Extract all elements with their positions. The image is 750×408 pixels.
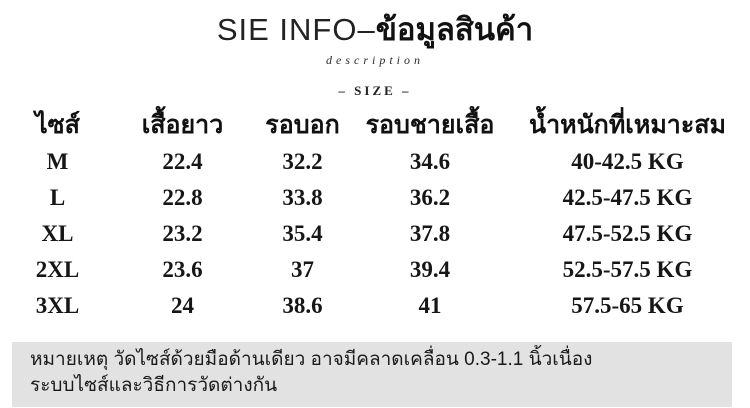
table-cell-chest: 38.6 [282, 293, 323, 318]
note-line-2: ระบบไซส์และวิธีการวัดต่างกัน [30, 375, 278, 396]
table-cell-weight: 47.5-52.5 KG [562, 221, 693, 246]
table-cell-chest: 33.8 [282, 185, 323, 210]
description-subtitle: description [326, 53, 424, 67]
column-header-hem: รอบชายเสื้อ [365, 111, 495, 139]
table-cell-length: 24 [171, 293, 194, 318]
size-table: ไซส์ เสื้อยาว รอบอก รอบชายเสื้อ น้ำหนักท… [0, 106, 750, 324]
table-cell-length: 23.2 [162, 221, 203, 246]
note-line-1: หมายเหตุ วัดไซส์ด้วยมือด้านเดียว อาจมีคล… [30, 349, 593, 370]
table-cell-length: 22.4 [162, 149, 203, 174]
page-title-thai: ข้อมูลสินค้า [375, 12, 534, 47]
table-cell-size: 3XL [35, 293, 80, 318]
table-cell-size: L [49, 185, 66, 210]
size-section-label: – SIZE – [338, 83, 412, 98]
table-cell-hem: 39.4 [409, 257, 451, 282]
page-title-english: SIE INFO– [216, 12, 376, 47]
table-cell-size: XL [41, 221, 74, 246]
column-header-size: ไซส์ [35, 111, 80, 139]
measurement-note-box: หมายเหตุ วัดไซส์ด้วยมือด้านเดียว อาจมีคล… [12, 342, 732, 407]
table-cell-size: M [46, 149, 69, 174]
table-cell-length: 23.6 [162, 257, 203, 282]
page-title: SIE INFO–ข้อมูลสินค้า [0, 0, 750, 47]
table-cell-hem: 34.6 [409, 149, 451, 174]
table-cell-chest: 35.4 [282, 221, 323, 246]
column-header-length: เสื้อยาว [141, 111, 224, 139]
table-cell-hem: 41 [418, 293, 442, 318]
table-cell-weight: 42.5-47.5 KG [562, 185, 693, 210]
column-header-weight: น้ำหนักที่เหมาะสม [528, 111, 727, 139]
table-cell-weight: 57.5-65 KG [571, 293, 684, 318]
table-cell-hem: 36.2 [409, 185, 451, 210]
table-cell-length: 22.8 [162, 185, 203, 210]
table-cell-size: 2XL [35, 257, 80, 282]
table-cell-chest: 37 [291, 257, 314, 282]
table-cell-weight: 52.5-57.5 KG [562, 257, 693, 282]
table-cell-chest: 32.2 [282, 149, 323, 174]
table-cell-hem: 37.8 [409, 221, 451, 246]
column-header-chest: รอบอก [265, 111, 340, 139]
table-cell-weight: 40-42.5 KG [571, 149, 684, 174]
